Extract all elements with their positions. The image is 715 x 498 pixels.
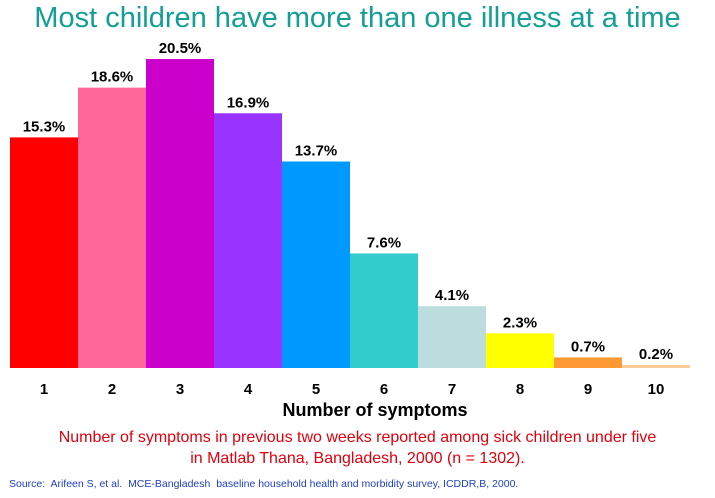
value-label-6: 7.6%	[367, 234, 401, 251]
chart-caption: Number of symptoms in previous two weeks…	[0, 427, 715, 469]
x-tick-4: 4	[244, 381, 253, 398]
bar-4	[214, 113, 282, 368]
bar-5	[282, 161, 350, 368]
x-tick-10: 10	[648, 381, 665, 398]
chart-title: Most children have more than one illness…	[34, 2, 681, 34]
x-tick-5: 5	[312, 381, 320, 398]
x-tick-2: 2	[108, 381, 116, 398]
bar-1	[10, 137, 78, 368]
x-tick-3: 3	[176, 381, 184, 398]
x-axis-title: Number of symptoms	[282, 400, 468, 420]
x-tick-8: 8	[516, 381, 524, 398]
x-tick-labels-group: 1 2 3 4 5 6 7 8 9 10	[40, 381, 665, 398]
value-label-10: 0.2%	[639, 346, 673, 363]
bar-8	[486, 333, 554, 368]
x-tick-9: 9	[584, 381, 592, 398]
value-label-2: 18.6%	[91, 69, 134, 86]
bar-2	[78, 87, 146, 368]
value-label-3: 20.5%	[159, 40, 202, 57]
value-labels-group: 15.3% 18.6% 20.5% 16.9% 13.7% 7.6% 4.1% 2.3% 0.7…	[23, 40, 673, 363]
bar-chart: 15.3% 18.6% 20.5% 16.9% 13.7% 7.6% 4.1% 2.3% 0.7…	[10, 40, 690, 398]
value-label-1: 15.3%	[23, 118, 66, 135]
bar-9	[554, 357, 622, 368]
x-tick-6: 6	[380, 381, 388, 398]
value-label-4: 16.9%	[227, 94, 270, 111]
value-label-9: 0.7%	[571, 338, 605, 355]
bar-10	[622, 364, 690, 368]
bar-3	[146, 59, 214, 368]
x-tick-1: 1	[40, 381, 48, 398]
value-label-7: 4.1%	[435, 287, 469, 304]
caption-line-1: Number of symptoms in previous two weeks…	[58, 429, 657, 446]
value-label-5: 13.7%	[295, 142, 338, 159]
bar-7	[418, 306, 486, 368]
bar-6	[350, 253, 418, 368]
x-tick-7: 7	[448, 381, 456, 398]
source-note: Source: Arifeen S, et al. MCE-Bangladesh…	[9, 478, 519, 490]
bars-group	[10, 59, 690, 368]
caption-line-2: in Matlab Thana, Bangladesh, 2000 (n = 1…	[190, 450, 525, 467]
value-label-8: 2.3%	[503, 314, 537, 331]
